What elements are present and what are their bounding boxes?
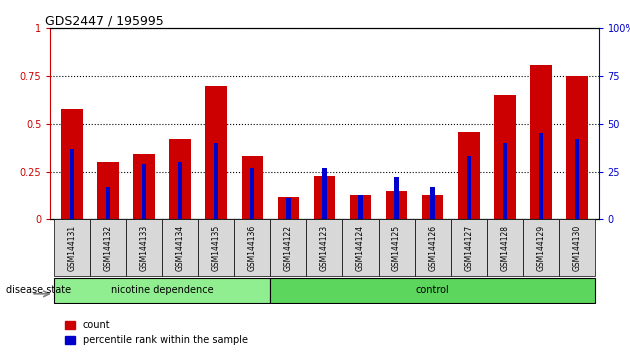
Bar: [575, 139, 579, 219]
Bar: [503, 143, 507, 219]
Text: GSM144131: GSM144131: [67, 225, 76, 271]
FancyBboxPatch shape: [379, 219, 415, 276]
Bar: [286, 199, 290, 219]
FancyBboxPatch shape: [270, 278, 595, 303]
Text: GDS2447 / 195995: GDS2447 / 195995: [45, 14, 164, 27]
Bar: [494, 95, 515, 219]
Text: GSM144123: GSM144123: [320, 225, 329, 271]
Bar: [278, 196, 299, 219]
FancyBboxPatch shape: [126, 219, 162, 276]
FancyBboxPatch shape: [54, 278, 270, 303]
Text: GSM144129: GSM144129: [536, 225, 546, 271]
Text: GSM144128: GSM144128: [500, 225, 509, 271]
Bar: [314, 176, 335, 219]
Bar: [350, 195, 371, 219]
FancyBboxPatch shape: [270, 219, 306, 276]
FancyBboxPatch shape: [162, 219, 198, 276]
Text: GSM144133: GSM144133: [140, 225, 149, 271]
Bar: [178, 162, 182, 219]
Bar: [358, 195, 363, 219]
Bar: [241, 156, 263, 219]
Bar: [530, 65, 552, 219]
Bar: [323, 168, 326, 219]
Bar: [467, 156, 471, 219]
Text: GSM144135: GSM144135: [212, 225, 220, 271]
FancyBboxPatch shape: [450, 219, 487, 276]
Text: nicotine dependence: nicotine dependence: [111, 285, 214, 295]
Text: GSM144124: GSM144124: [356, 225, 365, 271]
FancyBboxPatch shape: [415, 219, 450, 276]
Text: GSM144134: GSM144134: [176, 225, 185, 271]
FancyBboxPatch shape: [54, 219, 90, 276]
Text: GSM144132: GSM144132: [103, 225, 113, 271]
Bar: [214, 143, 219, 219]
Bar: [566, 76, 588, 219]
Bar: [97, 162, 119, 219]
Text: GSM144126: GSM144126: [428, 225, 437, 271]
Bar: [394, 177, 399, 219]
Bar: [458, 132, 479, 219]
Text: GSM144130: GSM144130: [573, 225, 581, 271]
FancyBboxPatch shape: [306, 219, 343, 276]
Text: GSM144136: GSM144136: [248, 225, 257, 271]
FancyBboxPatch shape: [487, 219, 523, 276]
Bar: [430, 187, 435, 219]
FancyBboxPatch shape: [343, 219, 379, 276]
FancyBboxPatch shape: [523, 219, 559, 276]
Text: GSM144122: GSM144122: [284, 225, 293, 271]
Legend: count, percentile rank within the sample: count, percentile rank within the sample: [62, 316, 252, 349]
Bar: [142, 164, 146, 219]
Text: GSM144125: GSM144125: [392, 225, 401, 271]
Bar: [70, 149, 74, 219]
Bar: [169, 139, 191, 219]
Bar: [106, 187, 110, 219]
FancyBboxPatch shape: [234, 219, 270, 276]
Bar: [250, 168, 255, 219]
Bar: [205, 86, 227, 219]
Bar: [539, 133, 543, 219]
Bar: [386, 191, 408, 219]
Bar: [134, 154, 155, 219]
Text: control: control: [416, 285, 449, 295]
FancyBboxPatch shape: [198, 219, 234, 276]
FancyBboxPatch shape: [90, 219, 126, 276]
Text: disease state: disease state: [6, 285, 71, 295]
Text: GSM144127: GSM144127: [464, 225, 473, 271]
FancyBboxPatch shape: [559, 219, 595, 276]
Bar: [61, 109, 83, 219]
Bar: [422, 195, 444, 219]
